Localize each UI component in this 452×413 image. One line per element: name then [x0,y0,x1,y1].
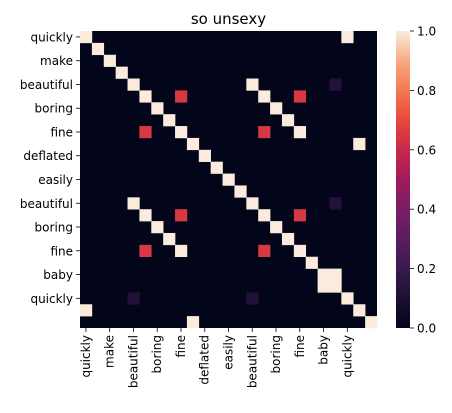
heatmap-cell [329,280,342,293]
colorbar-tick-label: 0.6 [417,143,436,157]
heatmap-cell [222,173,235,186]
colorbar [396,31,410,328]
heatmap-cell [186,137,200,151]
y-tick-label: beautiful [20,197,73,211]
heatmap-cell [281,114,295,127]
heatmap-cell [317,280,330,293]
colorbar-tick-label: 0.8 [417,84,436,98]
heatmap-cell [281,232,295,246]
heatmap-cell [80,304,93,317]
heatmap-cell [341,292,354,305]
heatmap-cell [246,78,259,91]
heatmap-cell [127,78,140,91]
heatmap-cell [293,209,307,222]
colorbar-tick-label: 0.4 [417,203,436,217]
heatmap-cell [341,31,354,44]
colorbar-tick-label: 1.0 [417,25,436,39]
y-tick-label: easily [38,173,73,187]
heatmap-cell [353,304,366,317]
heatmap-cell [175,244,188,258]
heatmap-cell [293,90,307,103]
x-tick-label: beautiful [245,335,259,388]
y-tick-label: baby [43,268,73,282]
y-tick-label: fine [50,244,73,258]
x-tick-label: quickly [79,335,93,378]
heatmap-cell [103,54,116,67]
x-tick-label: boring [150,335,164,373]
y-tick-label: boring [35,102,73,116]
heatmap-cell [234,185,247,198]
x-tick-labels: quickly make beautiful boring fine deflated ea… [79,328,354,388]
heatmap-cell [329,197,342,210]
y-tick-labels: quickly make beautiful boring fine deflated ea… [20,30,80,306]
y-tick-label: deflated [23,149,73,163]
heatmap-cell [127,197,140,210]
heatmap-cell [353,137,366,151]
heatmap-cell [258,209,271,222]
colorbar-tick-label: 0.0 [417,322,436,336]
heatmap-cells [80,31,378,329]
heatmap-cell [210,161,223,174]
heatmap-cell [305,256,318,269]
y-tick-label: boring [35,221,73,235]
heatmap-cell [139,90,152,103]
heatmap-cell [270,221,283,234]
x-tick-label: fine [293,335,307,358]
y-tick-label: quickly [30,292,73,306]
x-tick-label: make [103,335,117,368]
x-tick-label: quickly [340,335,354,378]
heatmap-cell [80,31,93,44]
heatmap-cell [91,42,105,56]
heatmap-cell [175,209,188,222]
heatmap-cell [175,90,188,103]
heatmap-cell [186,316,200,329]
heatmap-cell [127,292,140,305]
y-tick-label: beautiful [20,78,73,92]
heatmap-cell [317,268,330,281]
heatmap-cell [163,232,176,246]
heatmap-cell [151,221,164,234]
x-tick-label: beautiful [126,335,140,388]
heatmap-cell [258,90,271,103]
heatmap-cell [258,244,271,258]
heatmap-cell [151,102,164,115]
y-tick-label: make [40,54,73,68]
heatmap-cell [329,78,342,91]
heatmap-cell [139,209,152,222]
x-tick-label: boring [269,335,283,373]
chart-title: so unsexy [191,10,266,28]
heatmap-cell [365,316,378,329]
heatmap-cell [246,197,259,210]
x-tick-label: deflated [198,335,212,385]
y-tick-label: fine [50,125,73,139]
x-tick-label: baby [317,335,331,365]
heatmap-cell [293,126,307,139]
heatmap-cell [246,292,259,305]
heatmap-cell [270,102,283,115]
heatmap-cell [163,114,176,127]
heatmap-cell [293,244,307,258]
heatmap-cell [175,126,188,139]
colorbar-ticks: 0.0 0.2 0.4 0.6 0.8 1.0 [410,25,436,336]
colorbar-tick-label: 0.2 [417,262,436,276]
heatmap-cell [139,126,152,139]
heatmap-cell [329,268,342,281]
heatmap-cell [258,126,271,139]
heatmap-cell [139,244,152,258]
heatmap-cell [115,66,128,79]
x-tick-label: easily [222,335,236,370]
x-tick-label: fine [174,335,188,358]
y-tick-label: quickly [30,30,73,44]
heatmap-cell [198,149,211,162]
